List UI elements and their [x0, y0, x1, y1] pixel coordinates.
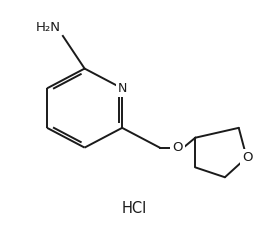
- Text: O: O: [242, 151, 253, 164]
- Text: HCl: HCl: [121, 201, 147, 216]
- Text: H₂N: H₂N: [36, 21, 61, 34]
- Text: N: N: [118, 82, 127, 95]
- Text: O: O: [172, 141, 183, 154]
